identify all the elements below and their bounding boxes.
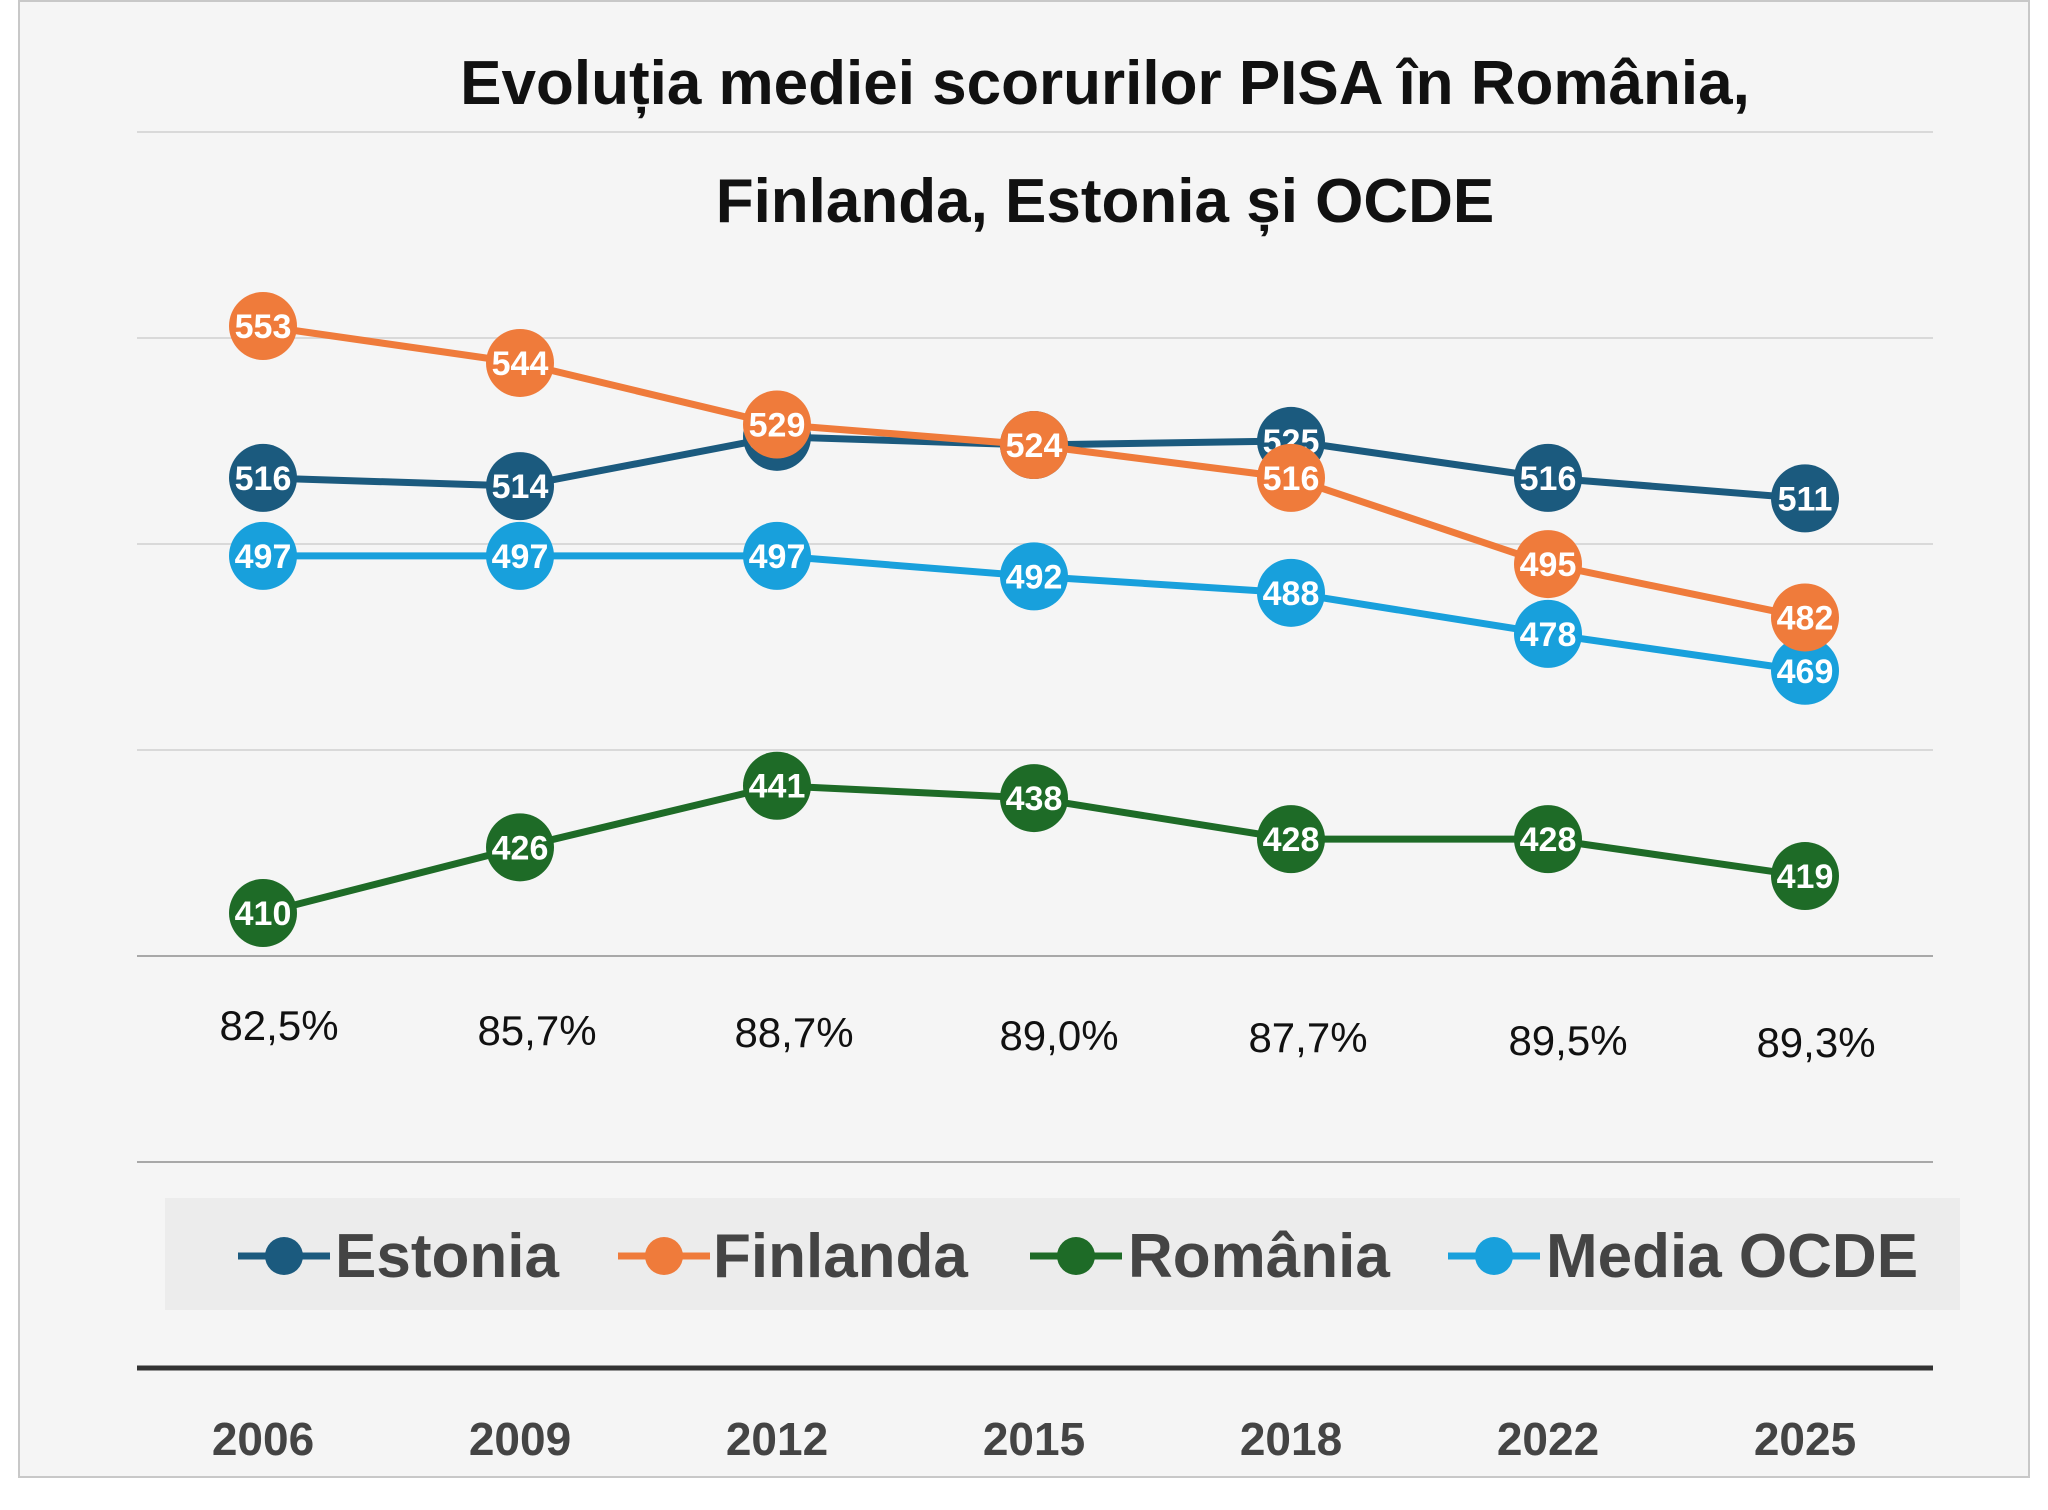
data-point [743,390,811,459]
data-point [1000,764,1068,833]
chart-title: Evoluția mediei scorurilor PISA în Român… [460,49,1750,236]
data-label: 428 [1263,821,1320,859]
data-point [486,521,554,590]
data-label: 529 [749,407,806,445]
data-point [486,813,554,882]
series-finlanda: 553 544 529 524 516 495 482 [229,292,1839,652]
x-tick-label: 2018 [1240,1413,1342,1465]
percent-label: 82,5% [219,1002,338,1049]
data-label: 492 [1006,558,1063,596]
data-point [229,879,297,947]
data-label: 488 [1263,575,1320,613]
data-point [743,521,811,590]
data-point [1000,542,1068,611]
data-label: 516 [1520,460,1577,498]
percent-label: 89,5% [1508,1017,1627,1064]
legend-marker [265,1237,303,1275]
legend-marker [645,1237,683,1275]
x-tick-label: 2025 [1754,1413,1856,1465]
legend-label: Estonia [335,1222,559,1291]
data-label: 469 [1777,653,1834,691]
data-label: 478 [1520,616,1577,654]
percent-label: 88,7% [734,1009,853,1056]
data-point [1514,599,1582,668]
data-label: 438 [1006,780,1063,818]
percent-label: 85,7% [477,1007,596,1054]
data-point [1257,443,1325,512]
series-rom-nia: 410 426 441 438 428 428 419 [229,751,1839,947]
data-label: 495 [1520,546,1577,584]
series-media-ocde: 497 497 497 492 488 478 469 [229,521,1839,705]
data-point [743,751,811,820]
data-label: 524 [1006,427,1063,465]
title-line: Finlanda, Estonia și OCDE [716,167,1495,236]
data-point [1000,411,1068,480]
data-point [1257,805,1325,874]
data-label: 516 [1263,460,1320,498]
data-point [1514,443,1582,512]
percent-label: 89,0% [999,1012,1118,1059]
data-label: 441 [749,768,806,806]
data-label: 497 [235,538,292,576]
legend: Estonia Finlanda România Media OCDE [165,1198,1960,1310]
data-point [486,452,554,521]
data-label: 497 [492,538,549,576]
data-label: 516 [235,460,292,498]
percent-label: 89,3% [1756,1019,1875,1066]
data-point [1771,464,1839,533]
data-point [1771,636,1839,705]
data-point [229,443,297,512]
x-tick-label: 2009 [469,1413,571,1465]
data-label: 428 [1520,821,1577,859]
data-point [1514,530,1582,599]
gridlines [137,131,1933,1163]
data-label: 419 [1777,858,1834,896]
legend-marker [1475,1237,1513,1275]
data-label: 514 [492,468,549,506]
data-point [229,292,297,360]
data-point [1771,583,1839,652]
data-point [1771,842,1839,911]
percent-label: 87,7% [1248,1014,1367,1061]
legend-label: România [1128,1222,1390,1291]
x-tick-label: 2022 [1497,1413,1599,1465]
legend-label: Media OCDE [1546,1222,1918,1291]
legend-label: Finlanda [713,1222,968,1291]
data-point [486,328,554,397]
data-point [1257,558,1325,627]
data-label: 426 [492,829,549,867]
data-point [1514,805,1582,874]
data-label: 511 [1778,480,1833,518]
x-tick-label: 2015 [983,1413,1085,1465]
data-label: 544 [492,345,549,383]
data-label: 553 [235,308,292,346]
legend-marker [1057,1237,1095,1275]
data-label: 482 [1777,599,1834,637]
data-point [229,521,297,590]
percent-row: 82,5% 85,7% 88,7% 89,0% 87,7% 89,5% 89,3% [219,1002,1875,1066]
title-line: Evoluția mediei scorurilor PISA în Român… [460,49,1750,118]
x-axis: 2006 2009 2012 2015 2018 2022 2025 [137,1365,1933,1465]
data-label: 410 [235,895,292,933]
x-tick-label: 2012 [726,1413,828,1465]
data-label: 497 [749,538,806,576]
x-tick-label: 2006 [212,1413,314,1465]
